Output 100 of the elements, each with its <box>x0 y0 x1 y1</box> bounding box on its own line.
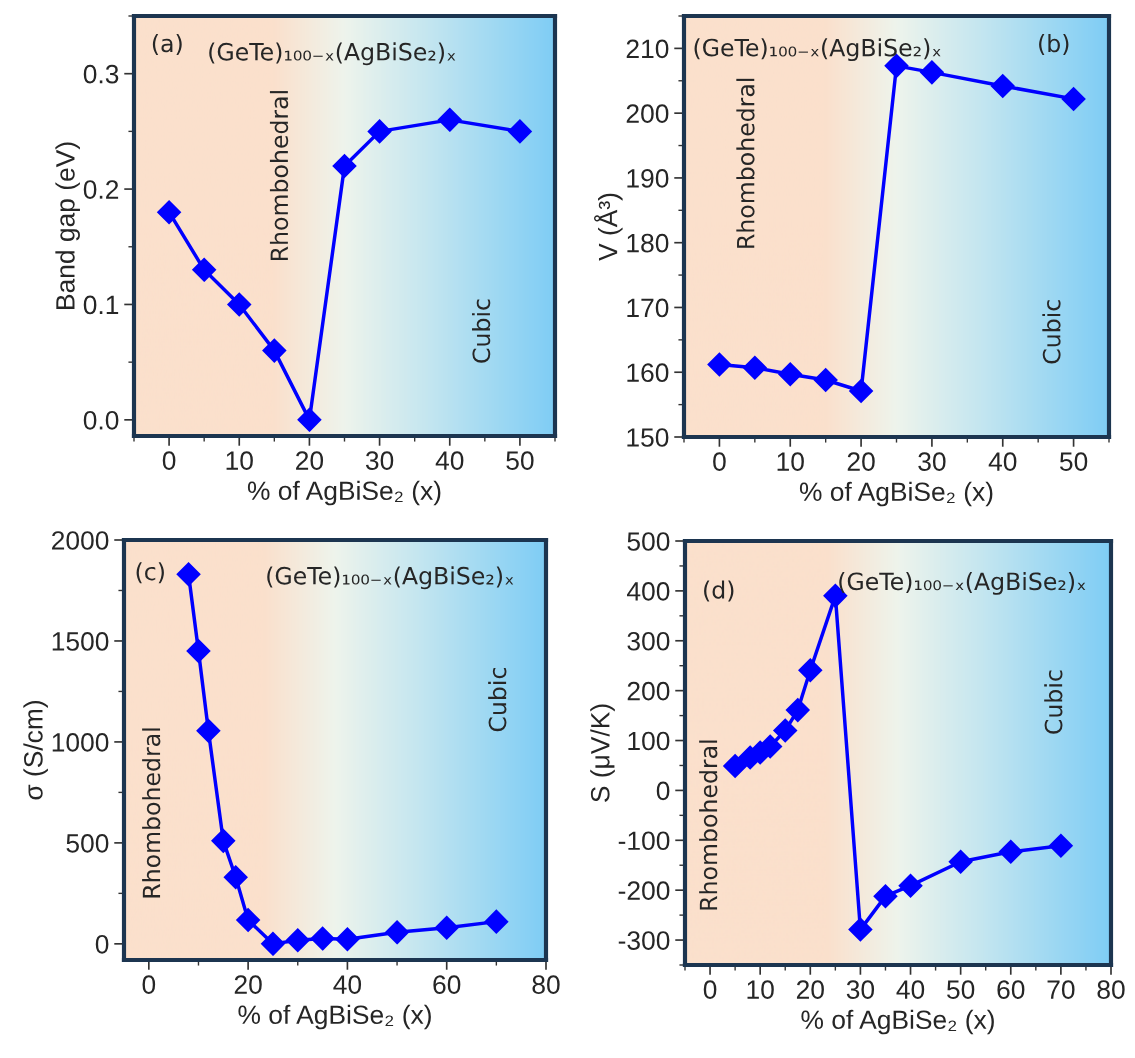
point <box>434 915 459 940</box>
x-tick-label: 0 <box>142 975 156 994</box>
x-tick-label: 20 <box>796 980 824 999</box>
point <box>742 355 767 380</box>
y-tick-label: 0 <box>656 781 670 801</box>
point <box>1061 87 1086 111</box>
point <box>437 108 462 132</box>
point <box>227 292 252 317</box>
point <box>948 849 973 874</box>
y-tick-label: 200 <box>627 681 670 701</box>
point <box>332 154 357 178</box>
annotation: (GeTe)₁₀₀₋ₓ(AgBiSe₂)ₓ <box>209 42 456 66</box>
y-tick-label: 1500 <box>52 632 109 651</box>
annotation: Cubic <box>488 668 507 732</box>
point <box>898 873 923 898</box>
x-axis-title: % of AgBiSe₂ (x) <box>801 1009 994 1035</box>
x-axis-title: % of AgBiSe₂ (x) <box>238 1004 431 1030</box>
y-tick-label: 150 <box>627 428 669 447</box>
x-tick-label: 10 <box>747 980 774 999</box>
x-tick-label: 20 <box>296 451 324 470</box>
annotation: (GeTe)₁₀₀₋ₓ(AgBiSe₂)ₓ <box>839 571 1086 595</box>
x-tick-label: 50 <box>506 451 534 470</box>
y-tick-label: 0 <box>95 934 109 954</box>
y-tick-label: -100 <box>618 831 670 851</box>
y-tick-label: 0.3 <box>83 64 119 84</box>
x-tick-label: 80 <box>1097 980 1125 999</box>
y-tick-label: 210 <box>626 39 669 59</box>
point <box>261 932 285 956</box>
point <box>211 829 236 853</box>
point <box>508 119 532 144</box>
y-axis-title: V (Å³) <box>594 193 623 261</box>
point <box>186 639 211 663</box>
y-tick-label: -300 <box>618 931 670 950</box>
point <box>848 917 873 942</box>
point <box>813 368 838 392</box>
point <box>785 698 810 722</box>
point <box>236 908 260 932</box>
annotation: (c) <box>136 562 164 584</box>
point <box>223 865 248 890</box>
point <box>262 338 287 363</box>
x-tick-label: 60 <box>433 975 461 994</box>
annotation: Rhombohedral <box>736 78 755 248</box>
annotation: (GeTe)₁₀₀₋ₓ(AgBiSe₂)ₓ <box>267 566 514 590</box>
point <box>157 200 181 224</box>
point <box>990 74 1015 98</box>
x-tick-label: 80 <box>532 975 560 994</box>
annotation: Cubic <box>1044 670 1063 734</box>
x-tick-label: 10 <box>226 451 253 470</box>
x-tick-label: 30 <box>365 451 394 470</box>
annotation: (a) <box>152 34 182 56</box>
point <box>196 718 221 743</box>
y-axis-title: Band gap (eV) <box>55 142 80 309</box>
x-tick-label: 40 <box>896 980 925 999</box>
y-tick-label: 190 <box>627 169 669 188</box>
y-tick-label: 0.0 <box>83 410 119 430</box>
x-tick-label: 60 <box>997 980 1025 999</box>
x-tick-label: 0 <box>713 452 726 471</box>
y-axis-title: σ (S/cm) <box>23 700 48 800</box>
y-tick-label: 0.2 <box>83 180 119 199</box>
point <box>297 408 322 432</box>
y-tick-label: 100 <box>628 731 670 751</box>
x-tick-label: 0 <box>703 980 717 999</box>
x-tick-label: 30 <box>918 452 946 471</box>
y-tick-label: 2000 <box>52 531 109 550</box>
annotation: (GeTe)₁₀₀₋ₓ(AgBiSe₂)ₓ <box>694 38 941 62</box>
x-tick-label: 40 <box>333 975 362 994</box>
point <box>310 926 335 951</box>
annotation: Rhombohedral <box>269 91 289 261</box>
y-tick-label: 500 <box>66 834 109 853</box>
point <box>998 839 1023 864</box>
y-tick-label: 200 <box>626 104 669 123</box>
y-tick-label: 500 <box>627 532 670 551</box>
point <box>849 379 873 403</box>
point <box>367 119 392 144</box>
x-tick-label: 0 <box>162 451 176 470</box>
annotation: Cubic <box>472 299 491 363</box>
point <box>1049 833 1073 858</box>
annotation: (b) <box>1039 34 1069 56</box>
y-tick-label: 170 <box>627 298 669 318</box>
x-tick-label: 20 <box>847 452 875 471</box>
point <box>176 562 201 587</box>
x-tick-label: 50 <box>947 980 975 999</box>
x-tick-label: 40 <box>435 451 464 470</box>
annotation: Rhombohedral <box>142 728 161 898</box>
point <box>285 928 310 953</box>
x-tick-label: 50 <box>1059 452 1088 471</box>
point <box>798 658 823 683</box>
x-axis-title: % of AgBiSe₂ (x) <box>247 480 441 506</box>
x-axis-title: % of AgBiSe₂ (x) <box>799 481 993 507</box>
point <box>484 909 509 934</box>
x-tick-label: 20 <box>234 975 262 994</box>
point <box>920 60 944 85</box>
point <box>773 718 798 743</box>
annotation: Rhombohedral <box>699 740 718 910</box>
annotation: (d) <box>704 580 734 602</box>
y-tick-label: 0.1 <box>83 295 119 315</box>
y-tick-label: 1000 <box>52 733 109 752</box>
y-tick-label: 300 <box>627 631 670 651</box>
annotation: Cubic <box>1042 300 1061 364</box>
x-tick-label: 70 <box>1047 980 1075 999</box>
